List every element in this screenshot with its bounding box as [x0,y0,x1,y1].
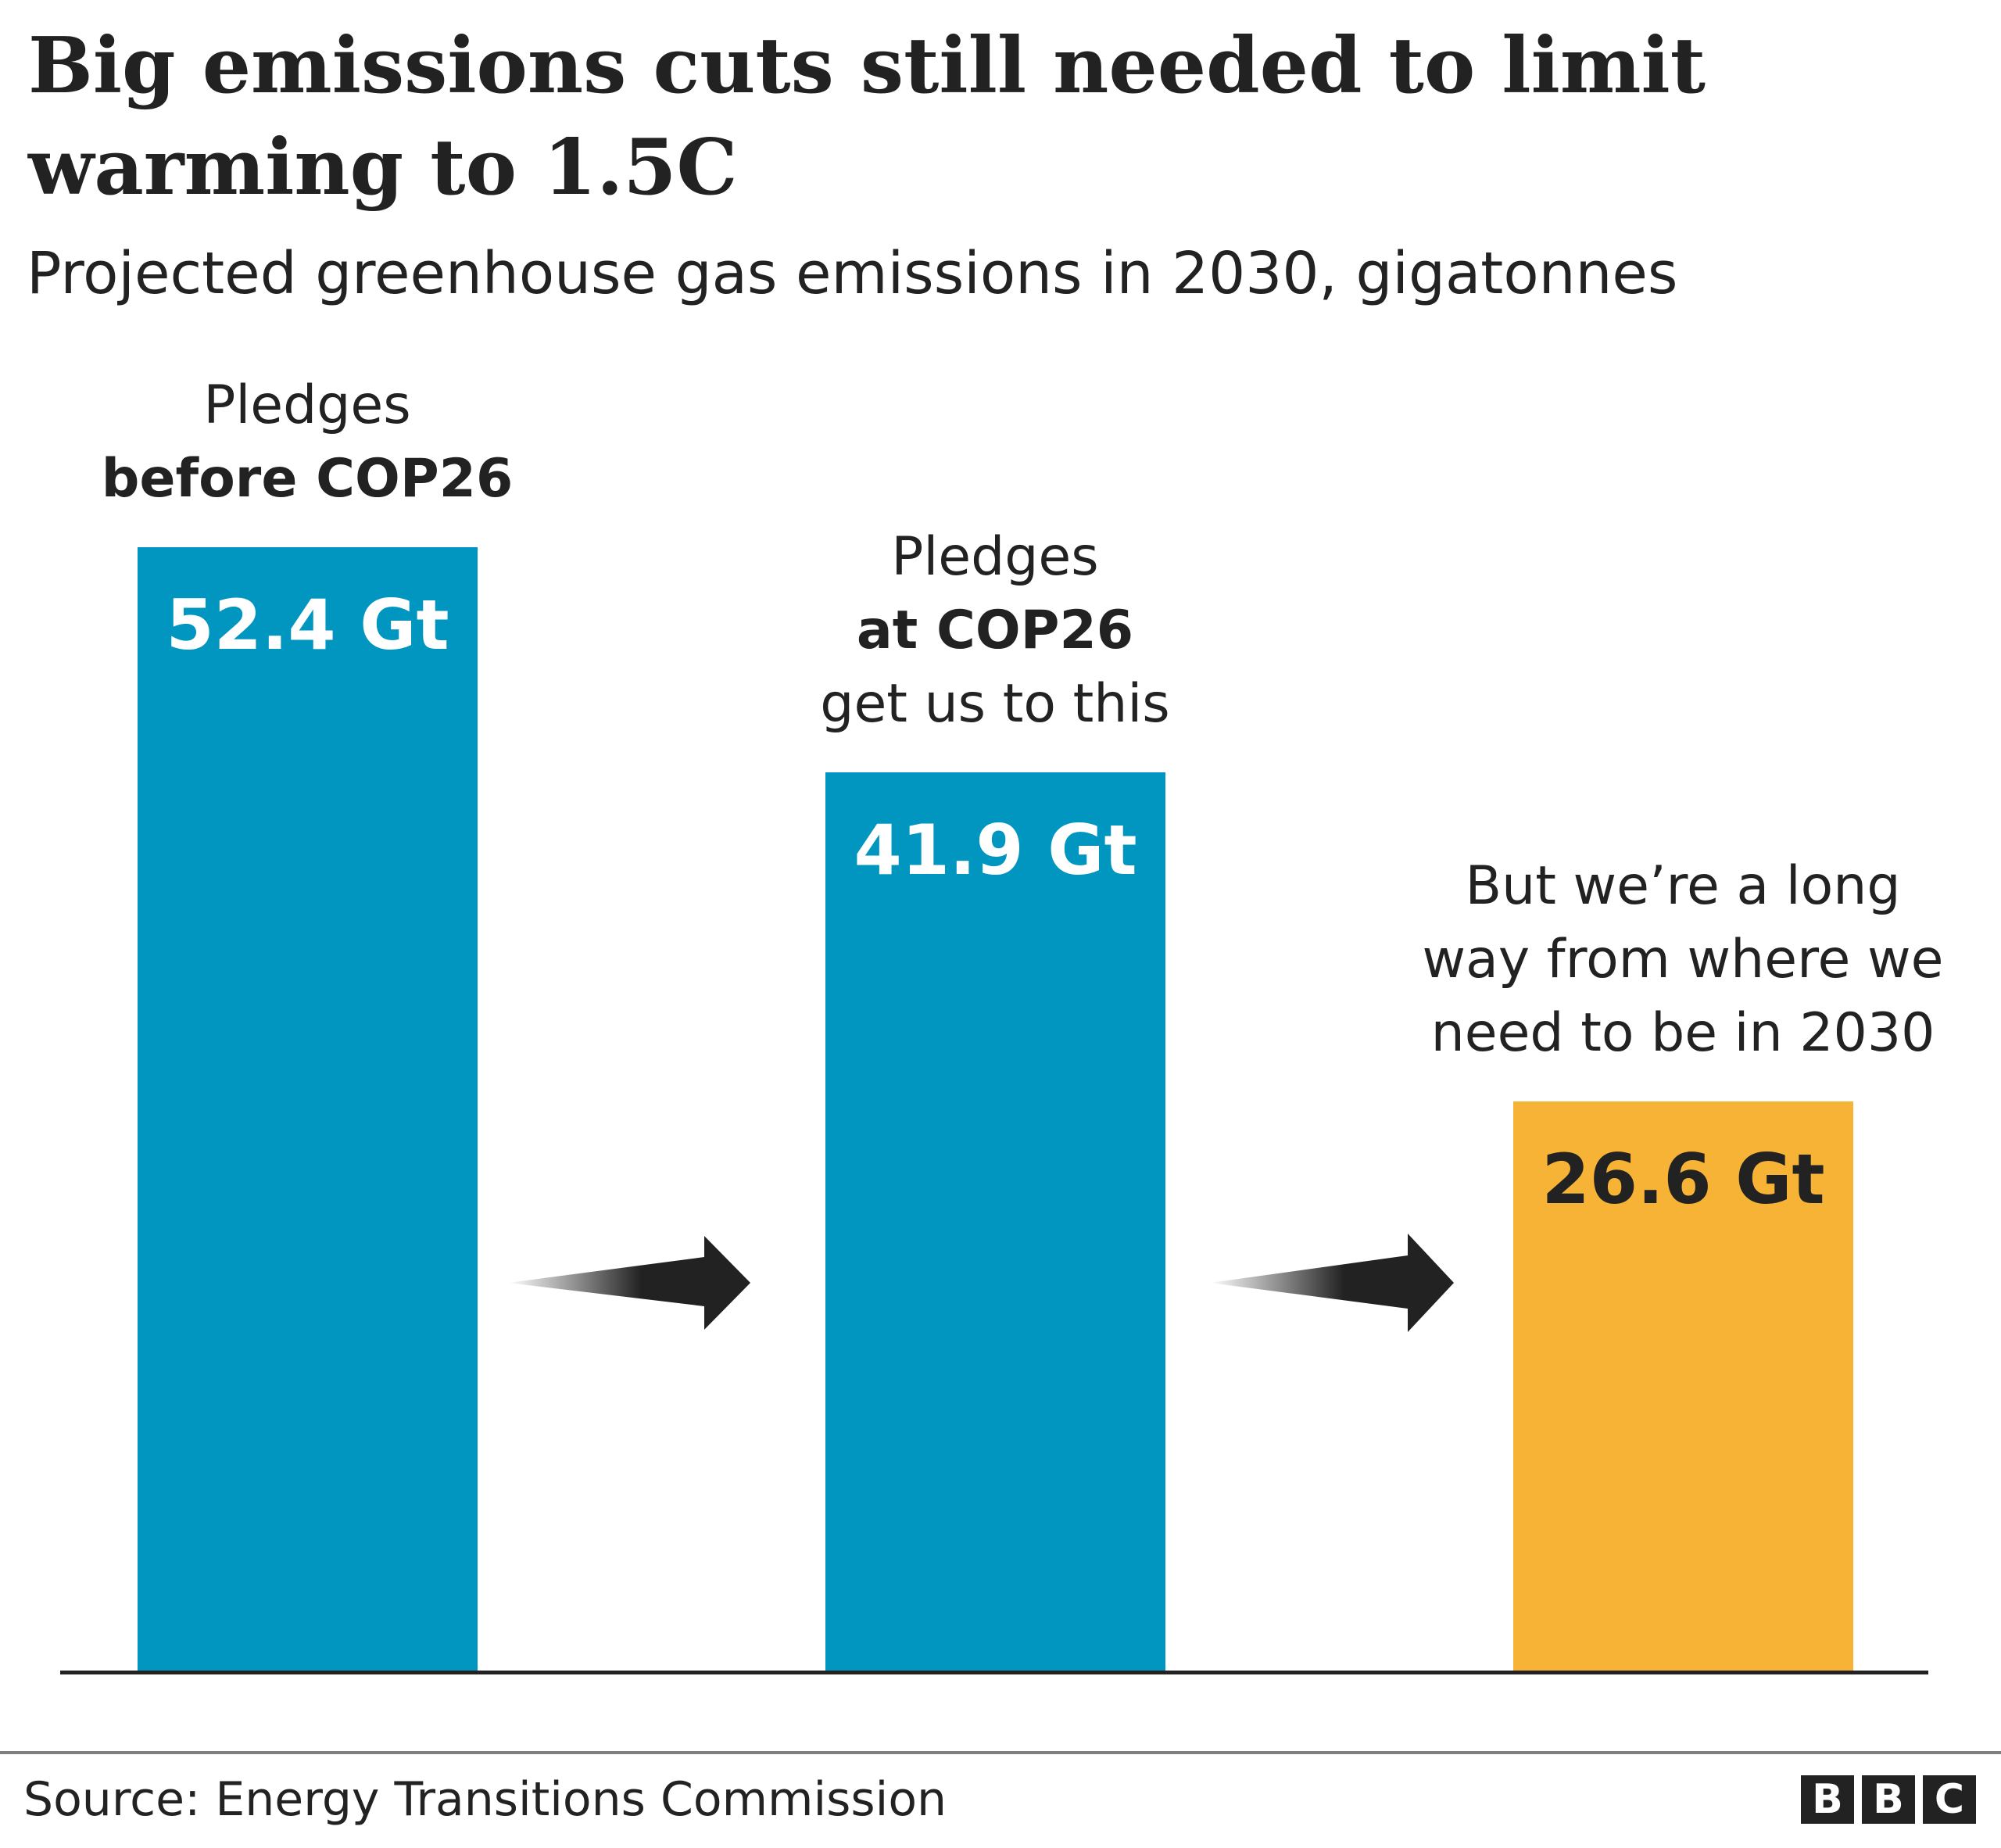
source-note: Source: Energy Transitions Commission [23,1772,947,1827]
bar-value-label: 26.6 Gt [1541,1138,1825,1219]
annotation-line: before COP26 [101,448,514,510]
logo-letter: B [1801,1775,1854,1824]
footer-divider [0,1751,2001,1754]
bar-value-label: 52.4 Gt [166,585,449,665]
annotation-line: at COP26 [856,600,1134,662]
chart-title: Big emissions cuts still needed to limit… [28,21,1706,213]
bar [138,547,478,1672]
bar-annotation: Pledges before COP26 [10,369,604,516]
annotation-line: But we’re a long [1465,854,1901,917]
bbc-logo: B B C [1801,1775,1976,1824]
x-axis-baseline [60,1671,1928,1674]
annotation-line: Pledges [203,374,411,436]
bar [1513,1101,1853,1672]
annotation-line: need to be in 2030 [1430,1001,1935,1064]
logo-letter: B [1862,1775,1915,1824]
bar-value-label: 41.9 Gt [854,810,1137,891]
arrow-right-icon [1210,1234,1454,1332]
annotation-line: Pledges [891,526,1099,589]
bar [825,772,1165,1672]
arrow-right-icon [508,1236,750,1330]
logo-letter: C [1923,1775,1976,1824]
bar-annotation: But we’re a long way from where we need to… [1386,850,1980,1070]
chart-subtitle: Projected greenhouse gas emissions in 20… [27,240,1678,307]
annotation-line: way from where we [1422,928,1944,990]
annotation-line: get us to this [820,673,1170,736]
bar-annotation: Pledges at COP26 get us to this [698,521,1292,741]
